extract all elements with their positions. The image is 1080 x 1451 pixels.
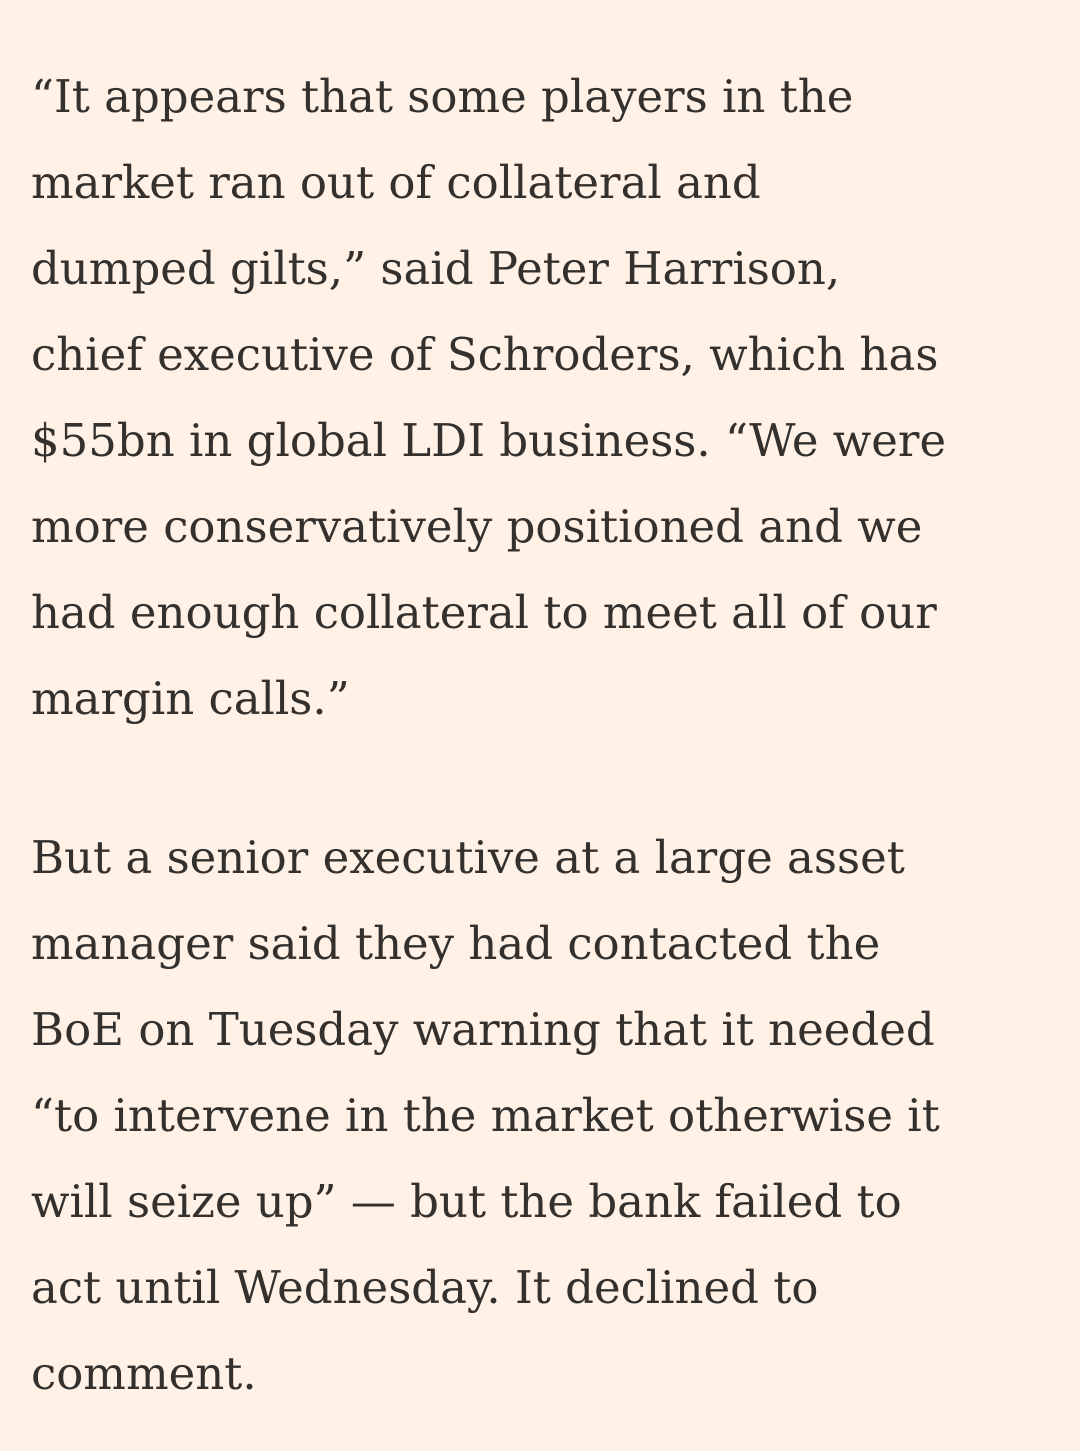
text-line: “It appears that some players in the <box>31 70 854 123</box>
text-line: comment. <box>31 1347 257 1400</box>
text-line: But a senior executive at a large asset <box>31 831 905 884</box>
text-line: will seize up” — but the bank failed to <box>31 1175 902 1228</box>
text-line: dumped gilts,” said Peter Harrison, <box>31 242 841 295</box>
text-line: margin calls.” <box>31 672 350 725</box>
text-line: had enough collateral to meet all of our <box>31 586 937 639</box>
text-line: manager said they had contacted the <box>31 917 881 970</box>
text-line: $55bn in global LDI business. “We were <box>31 414 947 467</box>
text-line: act until Wednesday. It declined to <box>31 1261 819 1314</box>
text-line: market ran out of collateral and <box>31 156 761 209</box>
text-line: chief executive of Schroders, which has <box>31 328 939 381</box>
text-line: more conservatively positioned and we <box>31 500 923 553</box>
text-line: “to intervene in the market otherwise it <box>31 1089 940 1142</box>
text-line: BoE on Tuesday warning that it needed <box>31 1003 935 1056</box>
